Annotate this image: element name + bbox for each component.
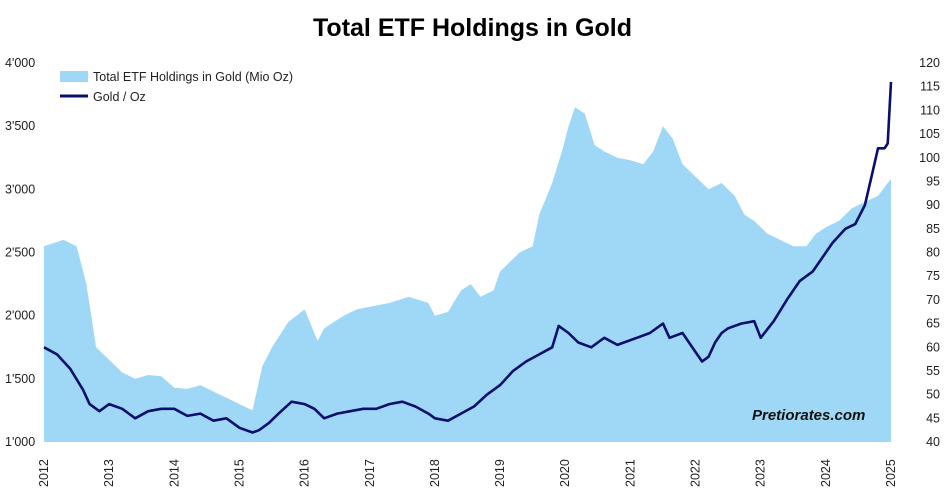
gold-price-line (43, 81, 893, 434)
y-right-tick-label: 80 (926, 246, 940, 260)
x-tick-label: 2021 (623, 459, 637, 487)
area-layer (44, 107, 891, 442)
x-tick-label: 2020 (558, 459, 572, 487)
y-right-tick-label: 110 (920, 103, 940, 117)
y-axis-left: 1'000 1'500 2'000 2'500 3'000 3'500 4'000 (5, 56, 35, 449)
y-right-tick-label: 45 (926, 411, 940, 425)
y-right-tick-label: 40 (926, 435, 940, 449)
holdings-area (44, 107, 891, 442)
x-tick-label: 2015 (232, 459, 246, 487)
y-right-tick-label: 115 (920, 80, 940, 94)
y-axis-right: 40 45 50 55 60 65 70 75 80 85 90 95 100 105 110 115 120 (919, 56, 940, 449)
x-tick-label: 2022 (689, 459, 703, 487)
x-tick-label: 2025 (884, 459, 898, 487)
y-left-tick-label: 3'500 (5, 119, 35, 133)
y-left-tick-label: 3'000 (5, 182, 35, 196)
x-tick-label: 2024 (819, 459, 833, 487)
y-left-tick-label: 1'500 (5, 372, 35, 386)
y-right-tick-label: 95 (926, 174, 940, 188)
x-tick-label: 2019 (493, 459, 507, 487)
x-tick-label: 2014 (167, 459, 181, 487)
watermark: Pretiorates.com (752, 407, 865, 424)
y-right-tick-label: 65 (926, 317, 940, 331)
y-left-tick-label: 2'000 (5, 309, 35, 323)
legend: Total ETF Holdings in Gold (Mio Oz) Gold… (60, 70, 293, 104)
legend-swatch-holdings (60, 71, 88, 82)
x-tick-label: 2016 (298, 459, 312, 487)
line-layer (43, 81, 893, 434)
y-right-tick-label: 120 (919, 56, 940, 70)
y-right-tick-label: 85 (926, 222, 940, 236)
y-left-tick-label: 1'000 (5, 435, 35, 449)
x-tick-label: 2023 (754, 459, 768, 487)
y-right-tick-label: 75 (926, 269, 940, 283)
y-right-tick-label: 70 (926, 293, 940, 307)
y-right-tick-label: 105 (919, 127, 940, 141)
y-right-tick-label: 55 (926, 364, 940, 378)
chart-title: Total ETF Holdings in Gold (313, 14, 632, 42)
x-tick-label: 2017 (363, 459, 377, 487)
x-axis: 2012 2013 2014 2015 2016 2017 2018 2019 2020 2021… (37, 459, 898, 487)
legend-label-holdings: Total ETF Holdings in Gold (Mio Oz) (93, 70, 293, 84)
y-right-tick-label: 60 (926, 340, 940, 354)
legend-label-gold: Gold / Oz (93, 90, 146, 104)
x-tick-label: 2013 (102, 459, 116, 487)
x-tick-label: 2012 (37, 459, 51, 487)
y-left-tick-label: 4'000 (5, 56, 35, 70)
y-right-tick-label: 50 (926, 388, 940, 402)
y-left-tick-label: 2'500 (5, 246, 35, 260)
y-right-tick-label: 90 (926, 198, 940, 212)
x-tick-label: 2018 (428, 459, 442, 487)
y-right-tick-label: 100 (919, 151, 940, 165)
